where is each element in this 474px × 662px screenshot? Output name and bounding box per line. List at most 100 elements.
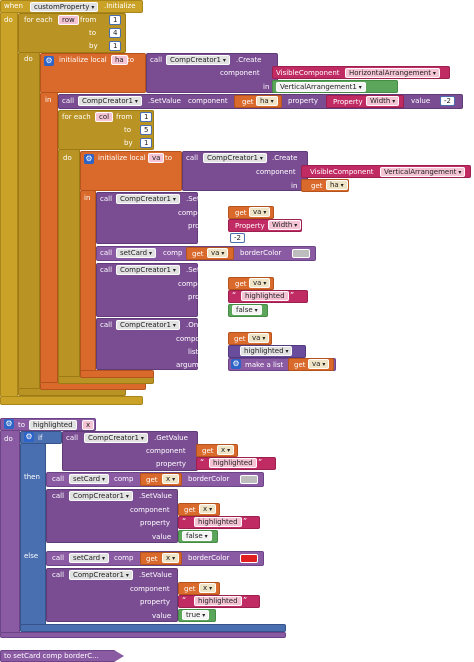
to-label-2: to bbox=[124, 126, 132, 134]
getvalue-method: .GetValue bbox=[154, 434, 188, 442]
get-x-dropdown-2[interactable]: x bbox=[162, 474, 180, 484]
ha-variable[interactable]: ha bbox=[111, 55, 128, 65]
bottom-procedure-label: to setCard comp borderC... bbox=[4, 652, 99, 660]
quote-open: “ bbox=[200, 458, 205, 467]
highlighted-text[interactable]: highlighted bbox=[241, 291, 289, 301]
get-va-dropdown-4[interactable]: va bbox=[248, 333, 270, 343]
highlighted-text-3[interactable]: highlighted bbox=[194, 517, 242, 527]
in-label-va: in bbox=[84, 194, 91, 202]
get-va-dropdown-2[interactable]: va bbox=[207, 248, 229, 258]
property-label-4: property bbox=[156, 460, 186, 468]
color-swatch[interactable] bbox=[292, 249, 310, 258]
type-dropdown[interactable]: HorizontalArrangement bbox=[345, 68, 440, 78]
property-label-2: property bbox=[188, 222, 218, 230]
get-x-dropdown-4[interactable]: x bbox=[162, 553, 180, 563]
call-label-7: call bbox=[100, 321, 113, 329]
compcreator-dropdown-4[interactable]: CompCreator1 bbox=[116, 194, 180, 204]
component-dropdown[interactable]: customProperty bbox=[30, 2, 99, 12]
quote-close: ” bbox=[243, 517, 248, 526]
get-x-dropdown-5[interactable]: x bbox=[199, 583, 217, 593]
param-x[interactable]: x bbox=[82, 420, 95, 430]
get-ha-dropdown-2[interactable]: ha bbox=[326, 180, 348, 190]
in-label-create: in bbox=[263, 83, 270, 91]
get-ha-dropdown[interactable]: ha bbox=[256, 96, 278, 106]
parent-dropdown[interactable]: VerticalArrangement1 bbox=[276, 82, 366, 92]
compcreator-dropdown-2[interactable]: CompCreator1 bbox=[78, 96, 142, 106]
get-va-dropdown-5[interactable]: va bbox=[308, 359, 330, 369]
init-va-body bbox=[80, 190, 96, 374]
procedure-body-left bbox=[0, 430, 20, 634]
by-value-2[interactable]: 1 bbox=[140, 138, 153, 148]
row-variable[interactable]: row bbox=[58, 15, 79, 25]
get-label-2: get bbox=[311, 182, 323, 190]
by-value[interactable]: 1 bbox=[109, 41, 122, 51]
init-local-ha-block[interactable] bbox=[40, 53, 146, 93]
proc-name-field[interactable]: highlighted bbox=[29, 420, 77, 430]
when-label: when bbox=[4, 2, 23, 10]
compcreator-dropdown-3[interactable]: CompCreator1 bbox=[203, 153, 267, 163]
gear-icon[interactable]: ⚙ bbox=[231, 359, 241, 369]
call-label-2: call bbox=[62, 97, 75, 105]
highlighted-text-4[interactable]: highlighted bbox=[194, 596, 242, 606]
value-number-2[interactable]: -2 bbox=[230, 233, 245, 243]
boolean-dropdown-3[interactable]: true bbox=[182, 610, 210, 620]
create-method-2: .Create bbox=[272, 154, 298, 162]
get-label-7: get bbox=[294, 361, 306, 369]
gear-icon[interactable]: ⚙ bbox=[84, 154, 94, 164]
setcard-dropdown-3[interactable]: setCard bbox=[69, 553, 109, 563]
width-dropdown[interactable]: Width bbox=[366, 96, 400, 106]
property-label-6: property bbox=[140, 598, 170, 606]
color-swatch-3[interactable] bbox=[240, 554, 258, 563]
setcard-dropdown-2[interactable]: setCard bbox=[69, 474, 109, 484]
call-label-11: call bbox=[52, 554, 65, 562]
component-label: component bbox=[220, 69, 260, 77]
component-label-2: component bbox=[188, 97, 228, 105]
listener-dropdown[interactable]: highlighted bbox=[240, 346, 293, 356]
value-number[interactable]: -2 bbox=[440, 96, 455, 106]
to-value[interactable]: 4 bbox=[109, 28, 122, 38]
compcreator-dropdown[interactable]: CompCreator1 bbox=[166, 55, 230, 65]
property-label-5: property bbox=[140, 519, 170, 527]
do-label-2: do bbox=[24, 55, 33, 63]
get-va-dropdown[interactable]: va bbox=[249, 207, 271, 217]
value-label: value bbox=[411, 97, 431, 105]
quote-open: “ bbox=[182, 517, 187, 526]
setcard-dropdown[interactable]: setCard bbox=[116, 248, 156, 258]
component-label-5: component bbox=[178, 280, 218, 288]
for-col-body bbox=[58, 149, 80, 378]
va-variable[interactable]: va bbox=[148, 153, 165, 163]
component-label-4: component bbox=[178, 209, 218, 217]
get-va-dropdown-3[interactable]: va bbox=[249, 278, 271, 288]
from-value-2[interactable]: 1 bbox=[140, 112, 153, 122]
make-list-label: make a list bbox=[245, 361, 284, 369]
quote-open: “ bbox=[182, 596, 187, 605]
compcreator-dropdown-9[interactable]: CompCreator1 bbox=[69, 570, 133, 580]
compcreator-dropdown-6[interactable]: CompCreator1 bbox=[116, 320, 180, 330]
get-label-3: get bbox=[235, 209, 247, 217]
col-variable[interactable]: col bbox=[95, 112, 114, 122]
to-value-2[interactable]: 5 bbox=[140, 125, 153, 135]
gear-icon[interactable]: ⚙ bbox=[4, 419, 14, 429]
compcreator-dropdown-8[interactable]: CompCreator1 bbox=[69, 491, 133, 501]
quote-close: ” bbox=[258, 458, 263, 467]
component-label-8: component bbox=[130, 506, 170, 514]
compcreator-dropdown-7[interactable]: CompCreator1 bbox=[84, 433, 148, 443]
gear-icon[interactable]: ⚙ bbox=[44, 56, 54, 66]
do-label: do bbox=[4, 16, 13, 24]
type-dropdown-2[interactable]: VerticalArrangement bbox=[380, 167, 466, 177]
from-value[interactable]: 1 bbox=[109, 15, 122, 25]
gear-icon[interactable]: ⚙ bbox=[24, 432, 34, 442]
property-label-3: property bbox=[188, 293, 218, 301]
boolean-dropdown[interactable]: false bbox=[232, 305, 262, 315]
call-label-5: call bbox=[100, 249, 113, 257]
get-label-8: get bbox=[202, 447, 214, 455]
value-label-4: value bbox=[152, 533, 172, 541]
width-dropdown-2[interactable]: Width bbox=[268, 220, 302, 230]
highlighted-text-2[interactable]: highlighted bbox=[209, 458, 257, 468]
init-local-va-block[interactable] bbox=[80, 151, 182, 191]
get-x-dropdown[interactable]: x bbox=[217, 445, 235, 455]
boolean-dropdown-2[interactable]: false bbox=[182, 531, 212, 541]
get-x-dropdown-3[interactable]: x bbox=[199, 504, 217, 514]
compcreator-dropdown-5[interactable]: CompCreator1 bbox=[116, 265, 180, 275]
color-swatch-2[interactable] bbox=[240, 475, 258, 484]
